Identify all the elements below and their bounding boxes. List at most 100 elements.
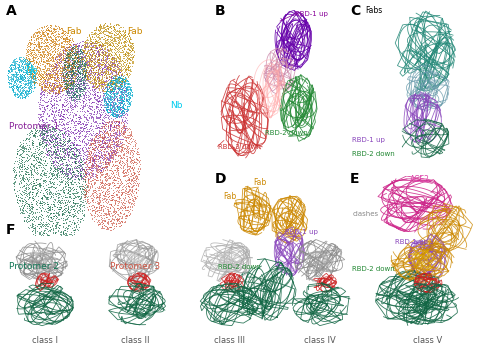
Point [114, 40, 122, 45]
Point [37, 35, 45, 40]
Point [90, 135, 98, 141]
Point [96, 67, 104, 73]
Point [38, 36, 46, 41]
Point [76, 47, 84, 52]
Point [94, 51, 102, 56]
Point [110, 103, 118, 108]
Point [63, 51, 71, 57]
Point [6, 62, 14, 68]
Point [34, 42, 42, 47]
Point [72, 165, 80, 170]
Point [35, 133, 43, 138]
Point [34, 122, 42, 128]
Point [32, 157, 40, 163]
Point [72, 65, 80, 70]
Point [114, 211, 122, 217]
Point [107, 97, 115, 102]
Point [124, 198, 132, 204]
Point [72, 85, 80, 91]
Point [104, 63, 112, 69]
Point [40, 60, 48, 65]
Point [108, 80, 116, 86]
Point [110, 95, 118, 101]
Point [113, 104, 121, 110]
Point [76, 77, 84, 82]
Point [30, 72, 38, 78]
Point [96, 112, 104, 117]
Point [79, 98, 87, 103]
Point [97, 81, 105, 87]
Point [106, 62, 114, 68]
Point [84, 193, 92, 199]
Point [122, 97, 130, 102]
Point [113, 46, 121, 52]
Point [104, 83, 112, 89]
Point [64, 82, 72, 88]
Point [126, 150, 134, 156]
Point [120, 62, 128, 68]
Point [78, 217, 86, 223]
Point [91, 209, 99, 215]
Point [78, 181, 86, 187]
Point [121, 63, 129, 69]
Point [68, 72, 76, 78]
Point [89, 71, 97, 76]
Point [48, 238, 56, 244]
Point [78, 49, 86, 55]
Point [8, 60, 16, 65]
Point [34, 62, 42, 67]
Point [106, 65, 114, 71]
Point [116, 93, 124, 99]
Point [59, 47, 67, 52]
Point [92, 38, 100, 44]
Point [14, 58, 22, 64]
Point [95, 151, 103, 156]
Point [80, 68, 88, 73]
Point [101, 153, 109, 159]
Point [104, 101, 112, 107]
Point [29, 204, 37, 209]
Point [52, 53, 60, 59]
Point [44, 31, 52, 37]
Point [57, 109, 65, 114]
Point [62, 165, 70, 171]
Point [116, 89, 124, 94]
Point [84, 183, 92, 189]
Point [62, 77, 70, 83]
Point [64, 175, 72, 181]
Point [51, 154, 59, 160]
Point [80, 160, 88, 165]
Point [116, 205, 124, 211]
Point [76, 69, 84, 75]
Point [122, 86, 130, 92]
Point [92, 208, 100, 214]
Point [105, 212, 113, 217]
Point [96, 150, 104, 155]
Point [114, 31, 122, 37]
Point [61, 74, 69, 79]
Point [38, 30, 46, 35]
Point [88, 40, 96, 46]
Point [24, 88, 32, 94]
Point [33, 203, 41, 208]
Point [76, 203, 84, 208]
Point [100, 71, 108, 76]
Point [93, 169, 101, 175]
Point [74, 96, 82, 102]
Point [83, 107, 91, 113]
Point [33, 190, 41, 196]
Point [26, 85, 34, 90]
Point [78, 90, 86, 96]
Point [87, 40, 95, 46]
Point [28, 214, 36, 219]
Point [44, 123, 52, 129]
Point [69, 197, 77, 203]
Point [80, 123, 88, 128]
Point [36, 78, 44, 84]
Point [47, 51, 55, 57]
Point [42, 72, 50, 78]
Point [50, 148, 58, 154]
Point [77, 53, 85, 59]
Point [18, 198, 26, 203]
Point [46, 192, 54, 197]
